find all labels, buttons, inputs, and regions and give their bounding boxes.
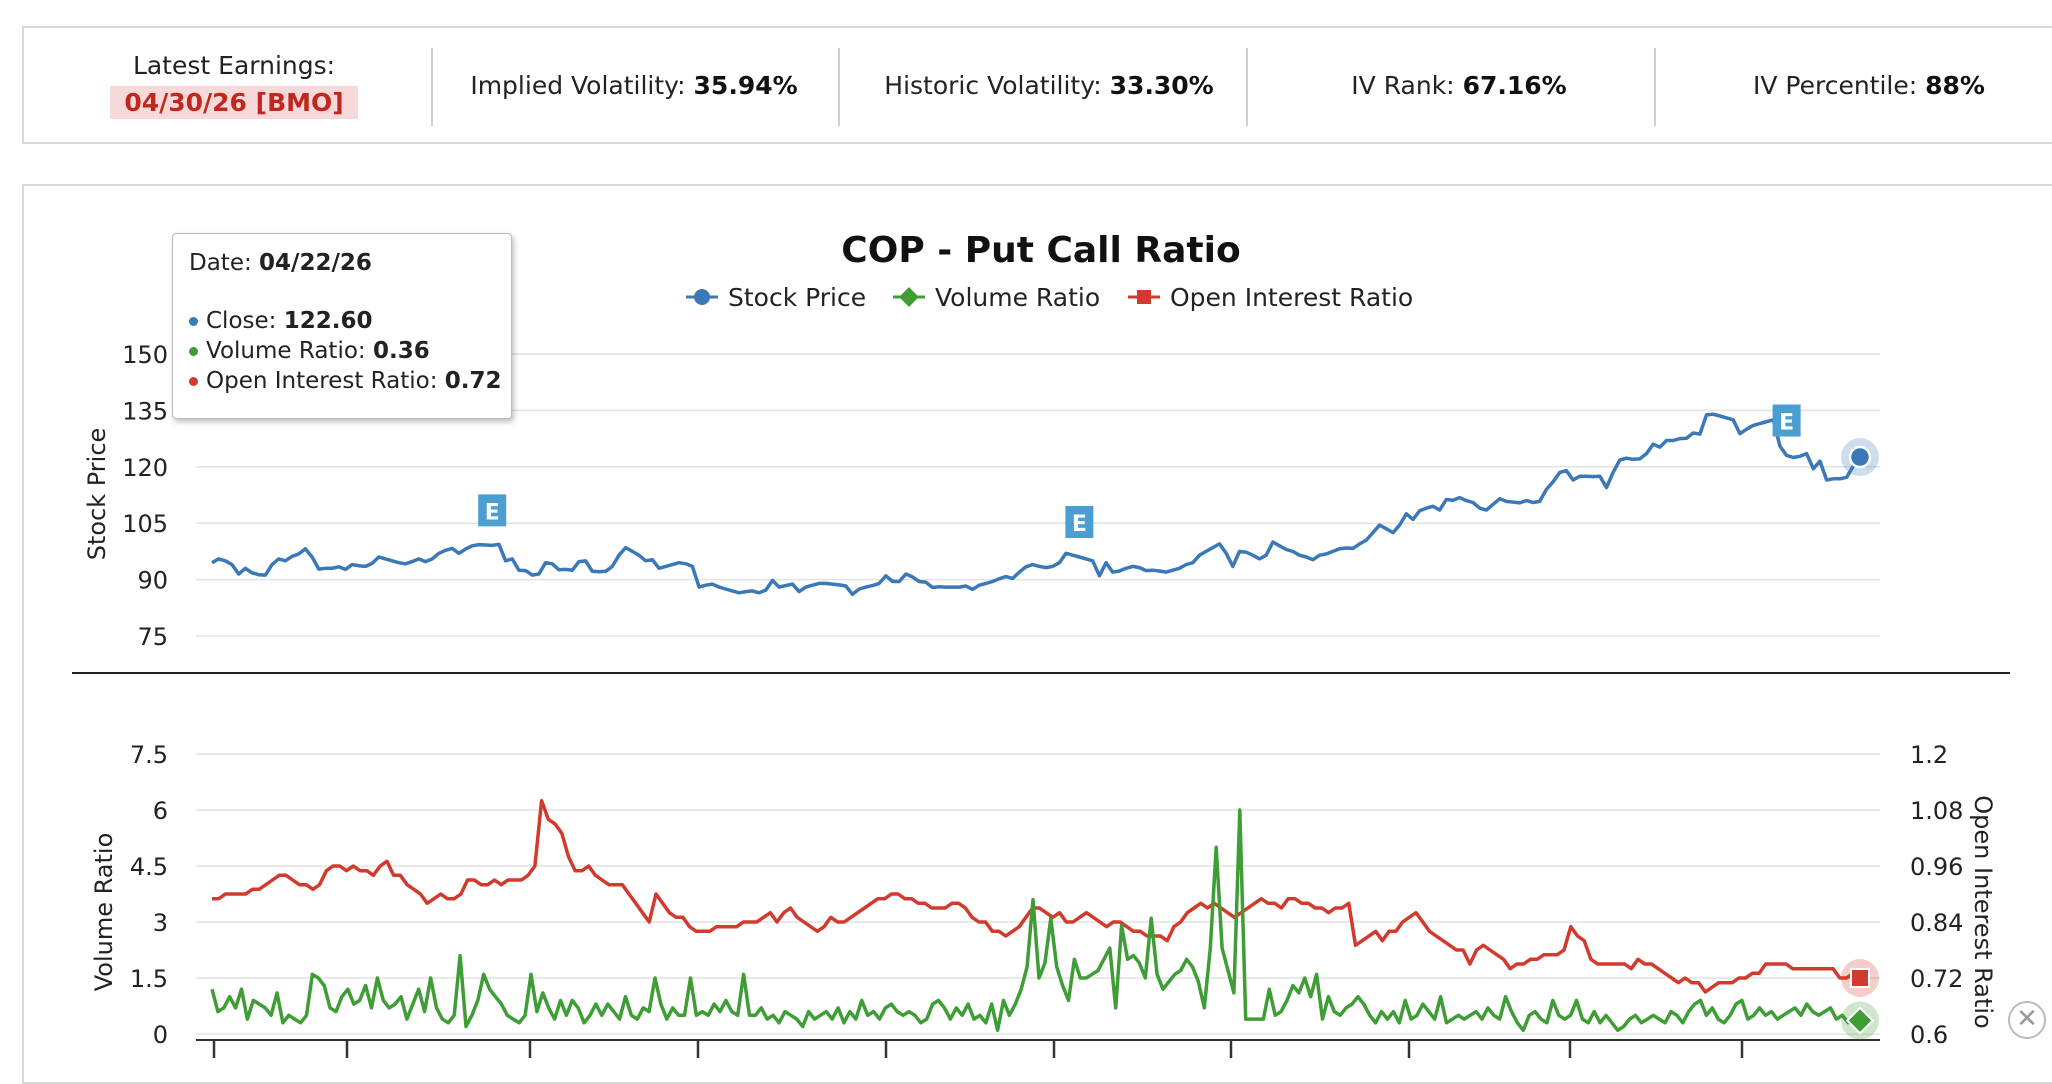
earnings-marker-icon[interactable]: E bbox=[478, 494, 507, 527]
upper-y-tick-label: 90 bbox=[137, 567, 168, 595]
upper-y-axis-title: Stock Price bbox=[83, 428, 111, 561]
tooltip-oi-label: Open Interest Ratio: bbox=[206, 368, 438, 394]
close-icon[interactable]: ✕ bbox=[2008, 1001, 2046, 1039]
lower-right-y-tick-label: 1.08 bbox=[1910, 797, 1963, 825]
stat-iv-percentile: IV Percentile: 88% bbox=[1684, 28, 2052, 142]
upper-y-tick-label: 105 bbox=[122, 510, 168, 538]
lower-right-y-tick-label: 1.2 bbox=[1910, 741, 1948, 769]
volume-ratio-line bbox=[210, 808, 1861, 1033]
legend-item-volume-ratio[interactable]: Volume Ratio bbox=[893, 283, 1100, 312]
axis-ticks: 150 135 120 105 90 75 7.5 1.2 6 1.08 4.5 0.96 3 0.84 1… bbox=[122, 341, 1963, 1058]
stat-value: 67.16% bbox=[1462, 70, 1567, 100]
lower-left-y-tick-label: 0 bbox=[153, 1021, 168, 1049]
earnings-marker-label: E bbox=[485, 500, 500, 525]
stat-iv-rank: IV Rank: 67.16% bbox=[1274, 28, 1644, 142]
tooltip-close-value: 122.60 bbox=[283, 308, 373, 334]
upper-y-tick-label: 120 bbox=[122, 454, 168, 482]
earnings-marker-icon[interactable]: E bbox=[1772, 404, 1801, 437]
tooltip-date-row: Date: 04/22/26 bbox=[189, 248, 495, 278]
stat-label: IV Percentile: bbox=[1753, 70, 1918, 100]
stock-dot-icon bbox=[189, 317, 198, 326]
legend: Stock Price Volume Ratio Open Interest R… bbox=[686, 283, 1413, 312]
volume-hover-point bbox=[1845, 1006, 1875, 1035]
latest-earnings-label: Latest Earnings: bbox=[132, 51, 336, 80]
grid bbox=[196, 353, 1880, 1035]
lower-right-y-tick-label: 0.72 bbox=[1910, 965, 1963, 993]
tooltip-date-label: Date: bbox=[189, 250, 252, 276]
tooltip-close-label: Close: bbox=[206, 308, 277, 334]
tooltip-volume-label: Volume Ratio: bbox=[206, 338, 366, 364]
lower-left-y-tick-label: 1.5 bbox=[130, 965, 168, 993]
stat-divider bbox=[1246, 48, 1248, 126]
stock-price-hover-point bbox=[1848, 445, 1872, 469]
earnings-marker-icon[interactable]: E bbox=[1065, 506, 1094, 539]
stat-implied-volatility: Implied Volatility: 35.94% bbox=[454, 28, 814, 142]
stat-label: Implied Volatility: bbox=[470, 70, 686, 100]
lower-left-y-tick-label: 7.5 bbox=[130, 741, 168, 769]
earnings-marker-box bbox=[1065, 506, 1094, 539]
legend-label: Stock Price bbox=[728, 283, 866, 312]
series bbox=[210, 412, 1879, 1040]
legend-label: Open Interest Ratio bbox=[1170, 283, 1413, 312]
lower-left-y-tick-label: 3 bbox=[153, 909, 168, 937]
open-interest-ratio-line bbox=[212, 798, 1862, 994]
stat-value: 33.30% bbox=[1109, 70, 1214, 100]
volatility-stats-bar: Latest Earnings: 04/30/26 [BMO] Implied … bbox=[22, 26, 2052, 144]
latest-earnings: Latest Earnings: 04/30/26 [BMO] bbox=[104, 28, 364, 142]
chart-title: COP - Put Call Ratio bbox=[841, 230, 1240, 271]
lower-left-y-axis-title: Volume Ratio bbox=[90, 833, 118, 992]
hover-tooltip: Date: 04/22/26 Close: 122.60 Volume Rati… bbox=[172, 233, 512, 419]
tooltip-date-value: 04/22/26 bbox=[259, 250, 372, 276]
volume-dot-icon bbox=[189, 347, 198, 356]
earnings-marker-box bbox=[1772, 404, 1801, 437]
tooltip-oi-value: 0.72 bbox=[444, 368, 502, 394]
tooltip-volume-row: Volume Ratio: 0.36 bbox=[189, 336, 495, 366]
latest-earnings-date: 04/30/26 [BMO] bbox=[110, 86, 358, 119]
lower-right-y-tick-label: 0.6 bbox=[1910, 1021, 1948, 1049]
legend-label: Volume Ratio bbox=[935, 283, 1100, 312]
tooltip-close-row: Close: 122.60 bbox=[189, 306, 495, 336]
stat-divider bbox=[1654, 48, 1656, 126]
lower-left-y-tick-label: 6 bbox=[153, 797, 168, 825]
stat-divider bbox=[431, 48, 433, 126]
earnings-marker-box bbox=[478, 494, 507, 527]
stat-divider bbox=[838, 48, 840, 126]
stat-value: 35.94% bbox=[693, 70, 798, 100]
stat-label: IV Rank: bbox=[1351, 70, 1455, 100]
earnings-marker-label: E bbox=[1779, 411, 1794, 436]
lower-right-y-tick-label: 0.84 bbox=[1910, 909, 1963, 937]
earnings-marker-label: E bbox=[1072, 512, 1087, 537]
oi-dot-icon bbox=[189, 377, 198, 386]
stat-label: Historic Volatility: bbox=[884, 70, 1102, 100]
legend-item-open-interest-ratio[interactable]: Open Interest Ratio bbox=[1128, 283, 1413, 312]
lower-left-y-tick-label: 4.5 bbox=[130, 853, 168, 881]
stock-price-line bbox=[211, 412, 1862, 597]
upper-y-tick-label: 135 bbox=[122, 397, 168, 425]
upper-y-tick-label: 75 bbox=[137, 623, 168, 651]
stat-value: 88% bbox=[1925, 70, 1985, 100]
tooltip-oi-row: Open Interest Ratio: 0.72 bbox=[189, 366, 502, 396]
earnings-markers: E E E bbox=[478, 404, 1801, 539]
stat-historic-volatility: Historic Volatility: 33.30% bbox=[864, 28, 1234, 142]
lower-right-y-axis-title: Open Interest Ratio bbox=[1969, 795, 1997, 1028]
lower-right-y-tick-label: 0.96 bbox=[1910, 853, 1963, 881]
legend-item-stock-price[interactable]: Stock Price bbox=[686, 283, 866, 312]
oi-hover-point bbox=[1850, 968, 1870, 988]
tooltip-volume-value: 0.36 bbox=[372, 338, 430, 364]
upper-y-tick-label: 150 bbox=[122, 341, 168, 369]
